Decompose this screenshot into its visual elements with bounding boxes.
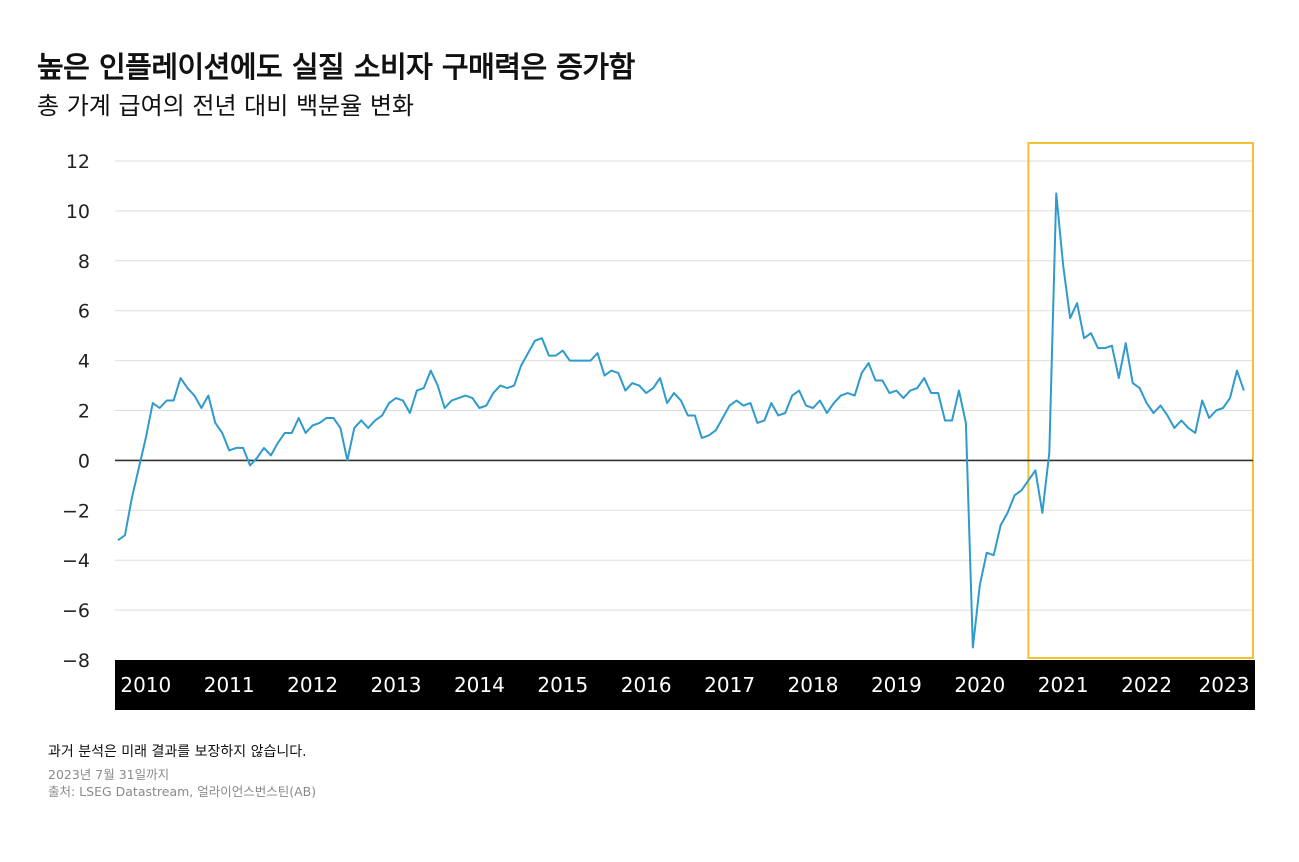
x-tick-label: 2020	[954, 673, 1005, 697]
y-tick-label: −8	[62, 650, 90, 672]
x-tick-label: 2010	[120, 673, 171, 697]
disclaimer: 과거 분석은 미래 결과를 보장하지 않습니다.	[48, 744, 307, 760]
date-note: 2023년 7월 31일까지	[48, 767, 170, 782]
y-tick-label: 8	[78, 251, 90, 273]
y-tick-label: −6	[62, 600, 90, 622]
x-tick-label: 2011	[204, 673, 255, 697]
x-tick-label: 2013	[371, 673, 422, 697]
x-tick-label: 2015	[537, 673, 588, 697]
x-tick-label: 2012	[287, 673, 338, 697]
x-tick-label: 2022	[1121, 673, 1172, 697]
y-tick-label: 6	[78, 301, 90, 323]
y-tick-label: 10	[66, 201, 90, 223]
y-tick-label: −2	[62, 500, 90, 522]
x-tick-label: 2017	[704, 673, 755, 697]
highlight-box	[1027, 142, 1255, 659]
x-axis-band	[115, 660, 1255, 710]
chart-title: 높은 인플레이션에도 실질 소비자 구매력은 증가함	[37, 50, 635, 84]
series-line	[117, 192, 1245, 649]
y-tick-label: 2	[78, 401, 90, 423]
x-tick-label: 2018	[788, 673, 839, 697]
x-tick-label: 2014	[454, 673, 505, 697]
x-tick-label: 2019	[871, 673, 922, 697]
x-tick-label: 2023	[1199, 673, 1250, 697]
y-tick-label: 12	[66, 151, 90, 173]
source-note: 출처: LSEG Datastream, 얼라이언스번스틴(AB)	[48, 784, 317, 799]
x-tick-label: 2021	[1038, 673, 1089, 697]
x-tick-label: 2016	[621, 673, 672, 697]
y-tick-label: −4	[62, 550, 90, 572]
y-tick-label: 4	[78, 351, 90, 373]
chart-subtitle: 총 가계 급여의 전년 대비 백분율 변화	[37, 92, 414, 120]
y-tick-label: 0	[78, 450, 90, 472]
